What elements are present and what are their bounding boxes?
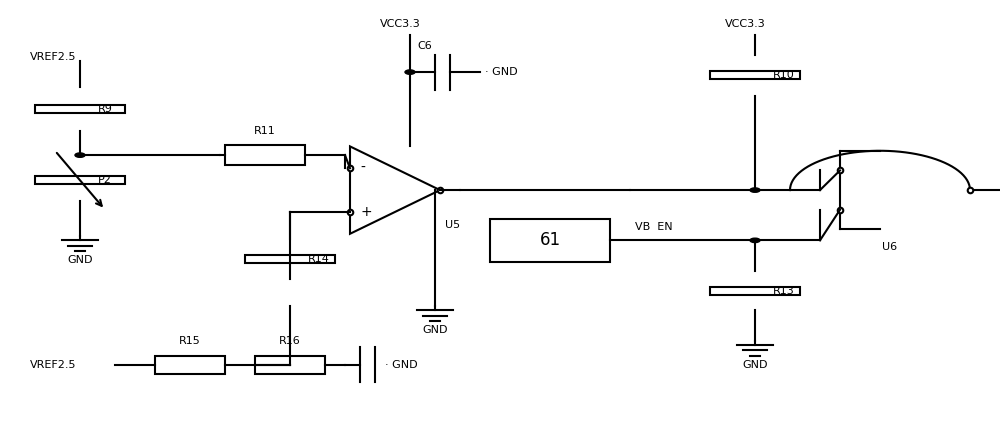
- Bar: [35, 176, 125, 184]
- Text: R11: R11: [254, 126, 276, 136]
- Bar: [255, 356, 325, 374]
- Text: · GND: · GND: [485, 67, 518, 77]
- Text: VREF2.5: VREF2.5: [30, 52, 76, 62]
- Bar: [710, 287, 800, 295]
- Text: · GND: · GND: [385, 360, 418, 370]
- Circle shape: [405, 70, 415, 74]
- Text: R9: R9: [98, 104, 113, 114]
- Text: VREF2.5: VREF2.5: [30, 360, 76, 370]
- Bar: [155, 356, 225, 374]
- Text: R13: R13: [773, 286, 795, 295]
- Circle shape: [750, 238, 760, 243]
- Circle shape: [750, 188, 760, 192]
- Circle shape: [285, 363, 295, 367]
- Text: P2: P2: [98, 175, 112, 185]
- Text: U5: U5: [445, 220, 460, 230]
- Text: R14: R14: [308, 254, 330, 264]
- Text: GND: GND: [422, 325, 448, 335]
- Text: R10: R10: [773, 70, 795, 80]
- Bar: [490, 218, 610, 262]
- Bar: [245, 255, 335, 263]
- Text: GND: GND: [742, 360, 768, 370]
- Text: VB  EN: VB EN: [635, 222, 673, 232]
- Text: R15: R15: [179, 336, 201, 346]
- Text: VCC3.3: VCC3.3: [380, 19, 420, 29]
- Text: R16: R16: [279, 336, 301, 346]
- Bar: [35, 105, 125, 113]
- Circle shape: [75, 153, 85, 157]
- Text: VCC3.3: VCC3.3: [725, 19, 765, 29]
- Bar: [225, 145, 305, 165]
- Text: GND: GND: [67, 255, 93, 265]
- Polygon shape: [350, 146, 440, 234]
- Text: -: -: [360, 161, 365, 175]
- Bar: [710, 71, 800, 80]
- Text: +: +: [360, 205, 372, 219]
- Text: 61: 61: [539, 231, 561, 250]
- Text: U6: U6: [882, 242, 898, 252]
- Text: C6: C6: [418, 41, 432, 51]
